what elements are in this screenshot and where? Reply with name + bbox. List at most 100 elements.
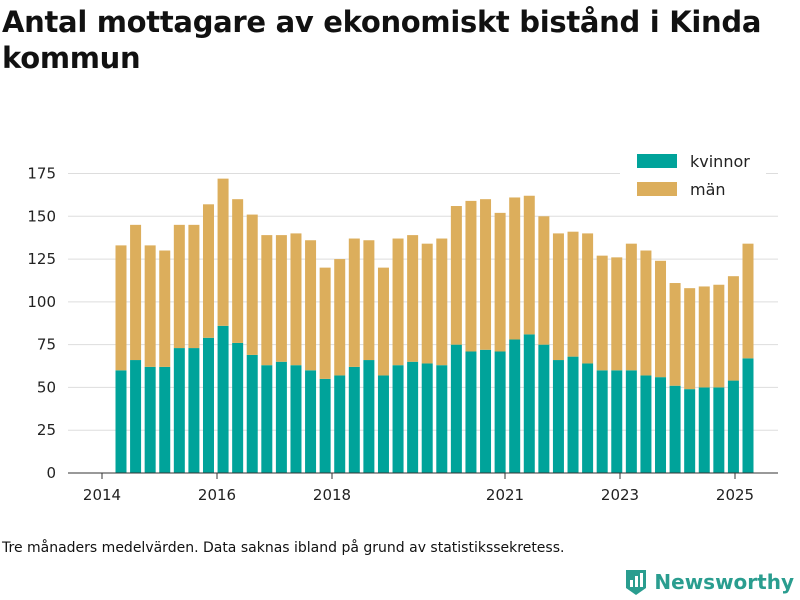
bar-kvinnor <box>261 365 273 473</box>
bar-kvinnor <box>538 344 550 473</box>
bar-man <box>202 204 214 338</box>
bar-man <box>713 284 725 388</box>
bar-man <box>261 235 273 366</box>
bar-kvinnor <box>669 385 681 473</box>
bar-man <box>334 259 346 376</box>
bar-kvinnor <box>407 361 419 473</box>
bar-kvinnor <box>348 366 360 473</box>
footnote: Tre månaders medelvärden. Data saknas ib… <box>2 540 565 556</box>
bar-man <box>698 286 710 388</box>
legend-label-kvinnor: kvinnor <box>690 152 750 171</box>
bar-man <box>465 200 477 352</box>
chart-title: Antal mottagare av ekonomiskt bistånd i … <box>2 5 762 75</box>
legend-swatch-kvinnor <box>637 154 677 168</box>
x-tick-label: 2023 <box>601 486 639 504</box>
bar-kvinnor <box>727 380 739 473</box>
x-tick-label: 2014 <box>83 486 121 504</box>
bar-kvinnor <box>188 348 200 473</box>
bar-man <box>436 238 448 366</box>
bar-kvinnor <box>377 375 389 473</box>
bar-kvinnor <box>421 363 433 473</box>
bar-kvinnor <box>596 370 608 473</box>
bar-man <box>217 178 229 326</box>
bar-kvinnor <box>742 358 754 473</box>
y-tick-label: 150 <box>27 207 56 225</box>
bar-man <box>392 238 404 366</box>
bar-kvinnor <box>436 365 448 473</box>
bar-kvinnor <box>290 365 302 473</box>
bar-man <box>348 238 360 367</box>
bar-man <box>305 240 317 371</box>
x-tick-label: 2018 <box>313 486 351 504</box>
x-tick-label: 2021 <box>486 486 524 504</box>
brand-logo[interactable]: Newsworthy <box>624 568 794 596</box>
bar-man <box>538 216 550 345</box>
bar-kvinnor <box>334 375 346 473</box>
x-axis: 2014 2016 2018 2021 2023 2025 <box>68 472 778 504</box>
bar-man <box>144 245 156 367</box>
bar-kvinnor <box>523 334 535 473</box>
y-tick-label: 100 <box>27 293 56 311</box>
bar-kvinnor <box>465 351 477 473</box>
bar-kvinnor <box>275 361 287 473</box>
bar-man <box>363 240 375 361</box>
bar-kvinnor <box>655 377 667 473</box>
bar-man <box>115 245 127 371</box>
bar-man <box>450 206 462 345</box>
bar-kvinnor <box>494 351 506 473</box>
bar-man <box>319 267 331 379</box>
bar-kvinnor <box>480 349 492 473</box>
bar-kvinnor <box>305 370 317 473</box>
legend-label-man: män <box>690 180 726 199</box>
bar-man <box>567 231 579 357</box>
bar-man <box>742 243 754 359</box>
chart: 0 25 50 75 100 125 150 175 2014 2016 2018 2021 2023… <box>27 148 778 504</box>
y-tick-label: 25 <box>37 421 56 439</box>
bar-man <box>655 260 667 378</box>
series-man <box>115 178 754 390</box>
bar-man <box>611 257 623 371</box>
bar-man <box>407 235 419 362</box>
bar-kvinnor <box>246 354 258 473</box>
bar-man <box>640 250 652 376</box>
newsworthy-icon <box>626 570 647 595</box>
bar-kvinnor <box>392 365 404 473</box>
bar-man <box>246 214 258 355</box>
bar-kvinnor <box>232 342 244 473</box>
bar-kvinnor <box>363 360 375 473</box>
bar-man <box>596 255 608 371</box>
bar-kvinnor <box>625 370 637 473</box>
bar-kvinnor <box>698 387 710 473</box>
bar-man <box>669 283 681 386</box>
bar-kvinnor <box>684 389 696 473</box>
bar-man <box>232 199 244 343</box>
bar-kvinnor <box>144 366 156 473</box>
bar-kvinnor <box>159 366 171 473</box>
bar-man <box>582 233 594 364</box>
bar-kvinnor <box>582 363 594 473</box>
bar-man <box>377 267 389 376</box>
bar-kvinnor <box>640 375 652 473</box>
bar-man <box>421 243 433 364</box>
bar-man <box>159 250 171 367</box>
bar-kvinnor <box>202 337 214 473</box>
bar-kvinnor <box>115 370 127 473</box>
bar-kvinnor <box>552 360 564 473</box>
y-tick-label: 50 <box>37 378 56 396</box>
bar-kvinnor <box>509 339 521 473</box>
y-tick-label: 75 <box>37 336 56 354</box>
bar-kvinnor <box>173 348 185 473</box>
legend: kvinnor män <box>620 148 766 206</box>
bar-kvinnor <box>611 370 623 473</box>
bar-man <box>509 197 521 340</box>
x-tick-label: 2025 <box>716 486 754 504</box>
legend-swatch-man <box>637 182 677 196</box>
y-tick-label: 175 <box>27 165 56 183</box>
bar-kvinnor <box>217 325 229 473</box>
bar-kvinnor <box>130 360 142 473</box>
y-tick-label: 125 <box>27 250 56 268</box>
x-tick-label: 2016 <box>198 486 236 504</box>
y-axis-ticks: 0 25 50 75 100 125 150 175 <box>27 165 56 483</box>
bar-man <box>188 224 200 349</box>
series-kvinnor <box>115 325 754 473</box>
